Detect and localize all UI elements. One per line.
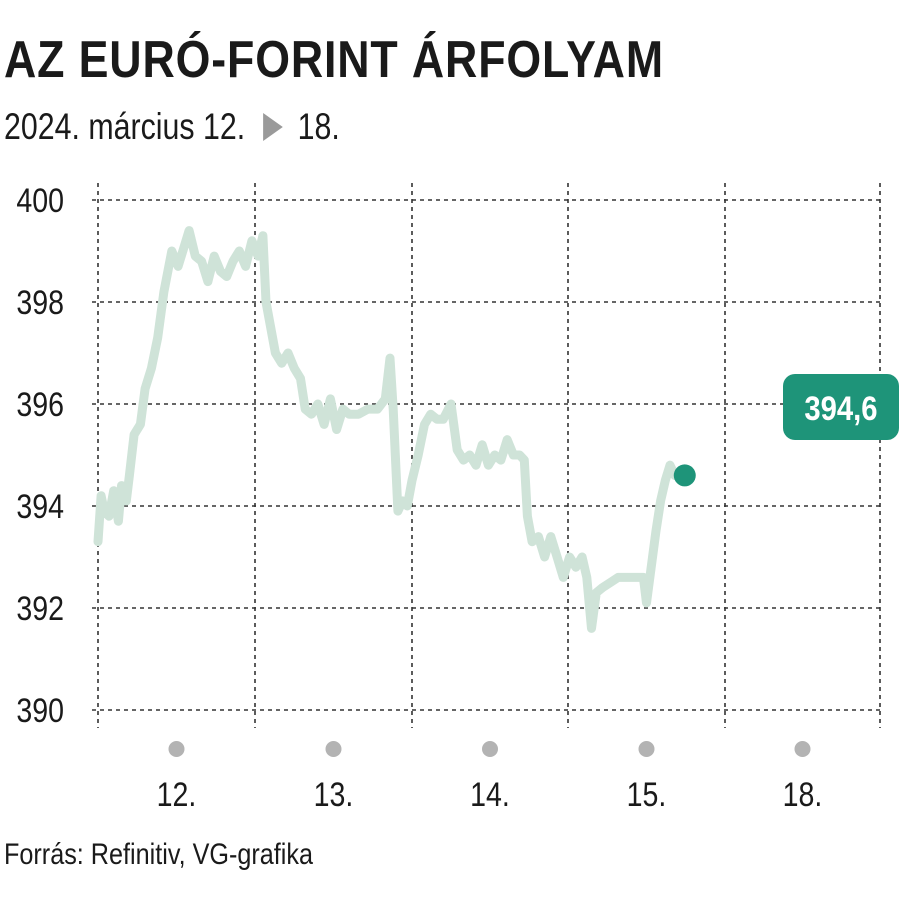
source-note: Forrás: Refinitiv, VG-grafika [4,838,314,871]
last-value-marker [673,464,696,487]
x-axis-day-markers [168,741,811,757]
y-tick-label: 390 [16,692,64,730]
x-tick-label: 18. [783,776,823,814]
y-tick-label: 400 [16,182,64,220]
subtitle-start-date: 2024. március 12. [4,106,246,147]
x-axis-labels: 12. 13. 14. 15. 18. [157,776,823,814]
day-marker-dot [794,741,811,757]
subtitle-end-date: 18. [297,106,340,147]
y-axis-labels: 400 398 396 394 392 390 [16,182,64,730]
x-tick-label: 12. [157,776,197,814]
eur-huf-line [93,226,680,633]
chart-subtitle: 2024. március 12. 18. [4,106,340,148]
day-marker-dot [638,741,655,757]
day-marker-dot [168,741,185,757]
x-tick-label: 14. [470,776,510,814]
y-tick-label: 394 [16,488,64,526]
chart-title: AZ EURÓ-FORINT ÁRFOLYAM [4,31,664,89]
chart-grid [92,183,881,728]
y-tick-label: 396 [16,386,64,424]
last-value-callout: 394,6 [673,374,899,487]
y-tick-label: 398 [16,284,64,322]
last-value-badge [783,374,899,440]
x-tick-label: 15. [627,776,667,814]
y-tick-label: 392 [16,590,64,628]
play-arrow-icon [263,113,283,142]
x-tick-label: 13. [314,776,354,814]
day-marker-dot [482,741,498,757]
day-marker-dot [325,741,342,757]
last-value-label: 394,6 [804,389,877,428]
series-group [93,226,680,633]
